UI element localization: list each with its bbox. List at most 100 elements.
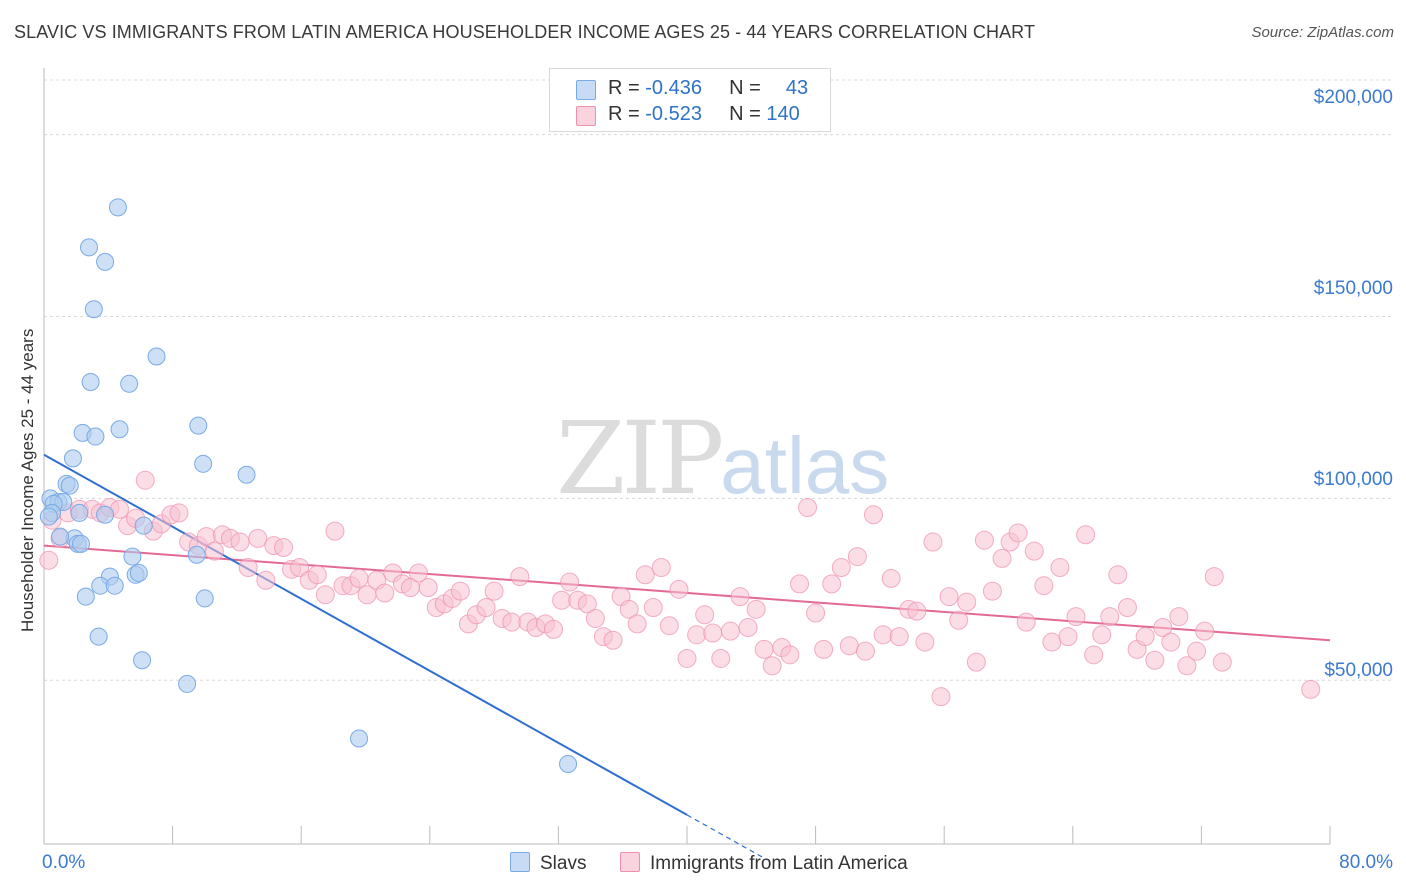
axes	[43, 68, 1331, 845]
slavs-point	[194, 454, 213, 473]
latin-america-point	[635, 565, 655, 585]
latin-america-point	[780, 645, 800, 665]
latin-america-point	[669, 579, 689, 599]
latin-america-point	[135, 470, 155, 490]
latin-america-point	[476, 598, 496, 618]
latin-america-point	[966, 652, 986, 672]
latin-america-point	[806, 603, 826, 623]
slavs-point	[105, 576, 124, 595]
legend-row-latin-america: R = -0.523 N = 140	[550, 103, 830, 129]
latin-america-point	[1204, 567, 1224, 587]
latin-america-point	[349, 568, 369, 588]
latin-america-point	[1187, 641, 1207, 661]
latin-america-point	[510, 567, 530, 587]
latin-america-point	[238, 558, 258, 578]
legend-text-latin-america: R = -0.523 N = 140	[608, 103, 800, 126]
slavs-point	[195, 589, 214, 608]
latin-america-point	[1076, 525, 1096, 545]
slavs-point	[51, 527, 70, 546]
latin-america-point	[577, 594, 597, 614]
latin-america-point	[746, 599, 766, 619]
slavs-swatch	[576, 80, 596, 100]
slavs-points	[39, 198, 578, 773]
latin-america-point	[450, 581, 470, 601]
latin-america-point	[1169, 607, 1189, 627]
latin-america-legend-label: Immigrants from Latin America	[650, 853, 908, 874]
latin-america-point	[687, 625, 707, 645]
watermark-atlas: atlas	[720, 421, 890, 510]
latin-america-point	[39, 550, 59, 570]
slavs-point	[39, 507, 58, 526]
latin-america-point	[1008, 523, 1028, 543]
latin-america-point	[1050, 558, 1070, 578]
latin-america-point	[863, 505, 883, 525]
latin-america-point	[409, 563, 429, 583]
slavs-point	[70, 503, 89, 522]
legend-text-slavs: R = -0.436 N = 43	[608, 77, 808, 100]
slavs-point	[84, 300, 103, 319]
latin-america-point	[1108, 565, 1128, 585]
latin-america-point	[790, 574, 810, 594]
x-tick-max: 80.0%	[1339, 852, 1393, 873]
latin-america-point	[307, 565, 327, 585]
latin-america-legend-swatch	[620, 852, 640, 872]
latin-america-point	[831, 558, 851, 578]
slavs-legend-label: Slavs	[540, 853, 587, 874]
grid-lines	[44, 79, 1392, 681]
r-value: -0.523	[645, 103, 702, 125]
latin-america-point	[695, 605, 715, 625]
latin-america-point	[822, 574, 842, 594]
latin-america-point	[248, 528, 268, 548]
latin-america-point	[1058, 627, 1078, 647]
latin-america-point	[754, 639, 774, 659]
latin-america-point	[659, 616, 679, 636]
latin-america-point	[730, 587, 750, 607]
r-value: -0.436	[645, 77, 702, 99]
chart-title: SLAVIC VS IMMIGRANTS FROM LATIN AMERICA …	[14, 22, 1036, 42]
latin-america-point	[375, 583, 395, 603]
latin-america-point	[1212, 652, 1232, 672]
latin-america-point	[798, 497, 818, 517]
latin-america-point	[290, 558, 310, 578]
slavs-point	[120, 374, 139, 393]
latin-america-point	[847, 547, 867, 567]
slavs-point	[96, 252, 115, 271]
latin-america-point	[230, 532, 250, 552]
latin-america-point	[1135, 627, 1155, 647]
latin-america-point	[762, 656, 782, 676]
slavs-trend-line	[43, 453, 688, 816]
latin-america-point	[873, 625, 893, 645]
latin-america-point	[1301, 679, 1321, 699]
latin-america-point	[560, 572, 580, 592]
latin-america-point	[603, 630, 623, 650]
latin-america-point	[1153, 618, 1173, 638]
latin-america-point	[1092, 625, 1112, 645]
slavs-point	[187, 545, 206, 564]
slavs-point	[96, 505, 115, 524]
latin-america-point	[544, 619, 564, 639]
latin-america-point	[738, 618, 758, 638]
latin-america-point	[315, 585, 335, 605]
latin-america-swatch	[576, 106, 596, 126]
stats-legend: R = -0.436 N = 43 R = -0.523 N = 140	[549, 68, 831, 132]
latin-america-point	[1084, 645, 1104, 665]
latin-america-point	[1100, 607, 1120, 627]
n-label: N =	[729, 103, 761, 125]
slavs-point	[133, 651, 152, 670]
slavs-point	[86, 427, 105, 446]
latin-america-point	[418, 578, 438, 598]
latin-america-point	[949, 610, 969, 630]
bottom-legend-slavs: Slavs	[510, 852, 586, 875]
slavs-point	[80, 238, 99, 257]
latin-america-point	[256, 570, 276, 590]
latin-america-point	[931, 687, 951, 707]
latin-america-point	[720, 621, 740, 641]
y-tick-150000: $150,000	[1313, 278, 1393, 299]
slavs-point	[63, 449, 82, 468]
n-value: 140	[766, 103, 800, 125]
slavs-point	[110, 420, 129, 439]
latin-america-point	[204, 541, 224, 561]
slavs-point	[108, 198, 127, 217]
latin-america-point	[1117, 598, 1137, 618]
